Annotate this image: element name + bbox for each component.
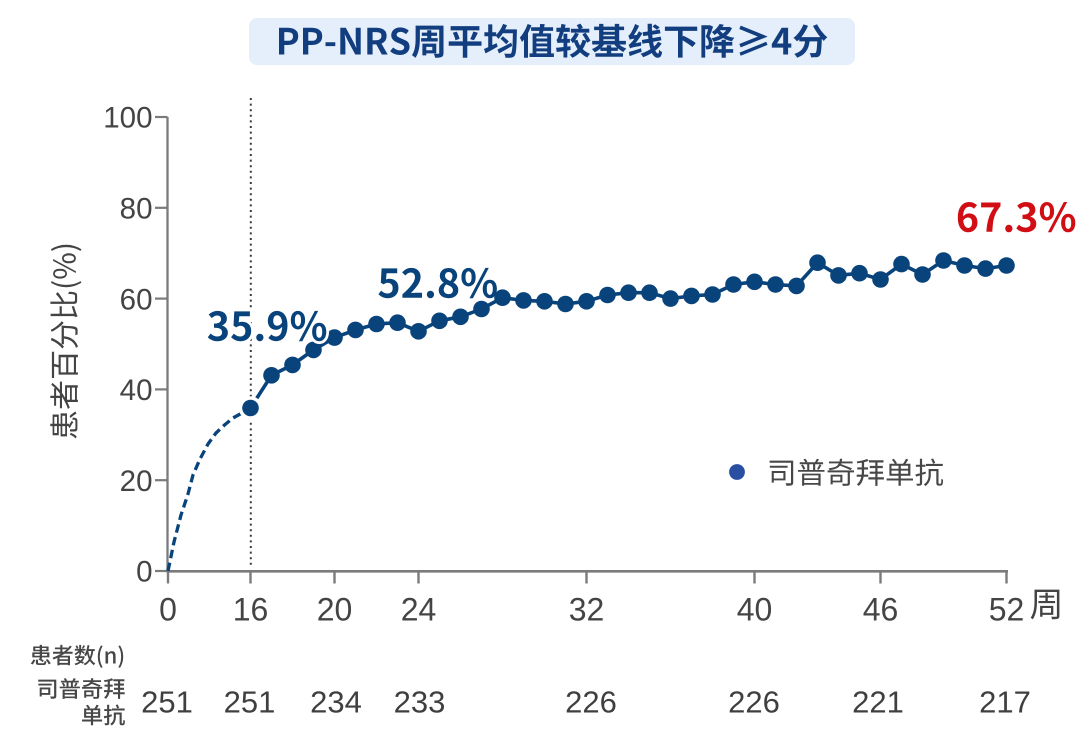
svg-text:80: 80	[120, 193, 153, 226]
svg-text:251: 251	[141, 685, 193, 720]
svg-text:100: 100	[103, 102, 152, 135]
svg-text:0: 0	[159, 592, 177, 628]
svg-text:40: 40	[737, 592, 773, 628]
svg-text:32: 32	[569, 592, 605, 628]
svg-text:24: 24	[401, 592, 437, 628]
svg-text:60: 60	[120, 283, 153, 316]
svg-text:226: 226	[728, 685, 780, 720]
svg-text:234: 234	[310, 685, 362, 720]
svg-text:0: 0	[136, 556, 152, 589]
svg-text:40: 40	[120, 374, 153, 407]
svg-text:16: 16	[233, 592, 269, 628]
svg-text:251: 251	[224, 685, 276, 720]
svg-text:233: 233	[394, 685, 446, 720]
svg-text:221: 221	[852, 685, 904, 720]
svg-text:52: 52	[989, 592, 1025, 628]
svg-text:46: 46	[863, 592, 899, 628]
svg-text:217: 217	[979, 685, 1031, 720]
svg-text:226: 226	[565, 685, 617, 720]
svg-text:20: 20	[317, 592, 353, 628]
svg-text:20: 20	[120, 465, 153, 498]
